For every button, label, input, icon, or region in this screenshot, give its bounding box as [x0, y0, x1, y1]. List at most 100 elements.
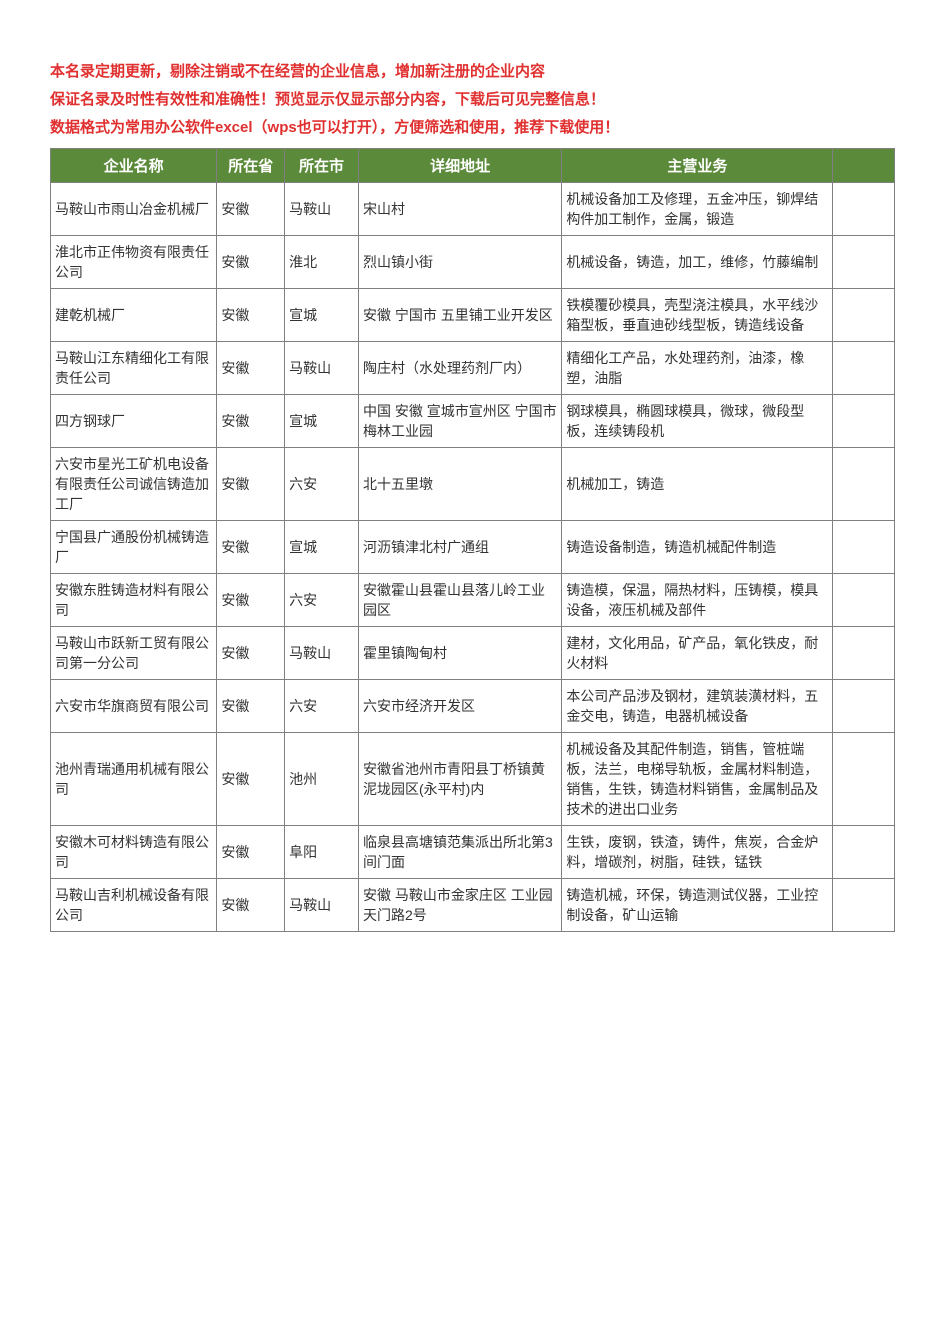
cell-last — [833, 236, 895, 289]
table-body: 马鞍山市雨山冶金机械厂 安徽 马鞍山 宋山村 机械设备加工及修理，五金冲压，铆焊… — [51, 183, 895, 932]
cell-name: 安徽木可材料铸造有限公司 — [51, 826, 217, 879]
cell-last — [833, 395, 895, 448]
cell-city: 六安 — [285, 448, 359, 521]
table-row: 四方钢球厂 安徽 宣城 中国 安徽 宣城市宣州区 宁国市梅林工业园 钢球模具，椭… — [51, 395, 895, 448]
table-row: 池州青瑞通用机械有限公司 安徽 池州 安徽省池州市青阳县丁桥镇黄泥垅园区(永平村… — [51, 733, 895, 826]
cell-name: 马鞍山市跃新工贸有限公司第一分公司 — [51, 627, 217, 680]
cell-province: 安徽 — [217, 733, 285, 826]
table-row: 安徽木可材料铸造有限公司 安徽 阜阳 临泉县高塘镇范集派出所北第3间门面 生铁，… — [51, 826, 895, 879]
cell-city: 阜阳 — [285, 826, 359, 879]
cell-address: 中国 安徽 宣城市宣州区 宁国市梅林工业园 — [359, 395, 562, 448]
cell-province: 安徽 — [217, 627, 285, 680]
table-header-row: 企业名称 所在省 所在市 详细地址 主营业务 — [51, 149, 895, 183]
cell-address: 霍里镇陶甸村 — [359, 627, 562, 680]
cell-address: 安徽霍山县霍山县落儿岭工业园区 — [359, 574, 562, 627]
cell-name: 四方钢球厂 — [51, 395, 217, 448]
cell-address: 六安市经济开发区 — [359, 680, 562, 733]
notice-line-3: 数据格式为常用办公软件excel（wps也可以打开），方便筛选和使用，推荐下载使… — [50, 116, 895, 140]
cell-business: 建材，文化用品，矿产品，氧化铁皮，耐火材料 — [562, 627, 833, 680]
cell-city: 宣城 — [285, 289, 359, 342]
cell-city: 马鞍山 — [285, 183, 359, 236]
table-row: 马鞍山市跃新工贸有限公司第一分公司 安徽 马鞍山 霍里镇陶甸村 建材，文化用品，… — [51, 627, 895, 680]
header-address: 详细地址 — [359, 149, 562, 183]
cell-name: 马鞍山江东精细化工有限责任公司 — [51, 342, 217, 395]
table-row: 淮北市正伟物资有限责任公司 安徽 淮北 烈山镇小街 机械设备，铸造，加工，维修，… — [51, 236, 895, 289]
cell-province: 安徽 — [217, 236, 285, 289]
cell-address: 安徽 宁国市 五里铺工业开发区 — [359, 289, 562, 342]
cell-last — [833, 826, 895, 879]
cell-city: 马鞍山 — [285, 342, 359, 395]
cell-business: 机械设备加工及修理，五金冲压，铆焊结构件加工制作，金属，锻造 — [562, 183, 833, 236]
table-row: 六安市华旗商贸有限公司 安徽 六安 六安市经济开发区 本公司产品涉及钢材，建筑装… — [51, 680, 895, 733]
table-row: 六安市星光工矿机电设备有限责任公司诚信铸造加工厂 安徽 六安 北十五里墩 机械加… — [51, 448, 895, 521]
cell-address: 宋山村 — [359, 183, 562, 236]
cell-address: 临泉县高塘镇范集派出所北第3间门面 — [359, 826, 562, 879]
cell-city: 池州 — [285, 733, 359, 826]
cell-address: 河沥镇津北村广通组 — [359, 521, 562, 574]
cell-address: 烈山镇小街 — [359, 236, 562, 289]
notice-section: 本名录定期更新，剔除注销或不在经营的企业信息，增加新注册的企业内容 保证名录及时… — [50, 60, 895, 140]
cell-last — [833, 289, 895, 342]
cell-province: 安徽 — [217, 879, 285, 932]
cell-address: 陶庄村（水处理药剂厂内） — [359, 342, 562, 395]
cell-business: 机械加工，铸造 — [562, 448, 833, 521]
company-table: 企业名称 所在省 所在市 详细地址 主营业务 马鞍山市雨山冶金机械厂 安徽 马鞍… — [50, 148, 895, 932]
cell-province: 安徽 — [217, 183, 285, 236]
cell-city: 宣城 — [285, 395, 359, 448]
cell-business: 铸造机械，环保，铸造测试仪器，工业控制设备，矿山运输 — [562, 879, 833, 932]
cell-name: 六安市星光工矿机电设备有限责任公司诚信铸造加工厂 — [51, 448, 217, 521]
table-row: 马鞍山市雨山冶金机械厂 安徽 马鞍山 宋山村 机械设备加工及修理，五金冲压，铆焊… — [51, 183, 895, 236]
header-last — [833, 149, 895, 183]
header-company-name: 企业名称 — [51, 149, 217, 183]
notice-line-1: 本名录定期更新，剔除注销或不在经营的企业信息，增加新注册的企业内容 — [50, 60, 895, 84]
cell-city: 六安 — [285, 680, 359, 733]
cell-business: 钢球模具，椭圆球模具，微球，微段型板，连续铸段机 — [562, 395, 833, 448]
cell-business: 本公司产品涉及钢材，建筑装潢材料，五金交电，铸造，电器机械设备 — [562, 680, 833, 733]
table-row: 宁国县广通股份机械铸造厂 安徽 宣城 河沥镇津北村广通组 铸造设备制造，铸造机械… — [51, 521, 895, 574]
cell-last — [833, 342, 895, 395]
table-row: 马鞍山吉利机械设备有限公司 安徽 马鞍山 安徽 马鞍山市金家庄区 工业园天门路2… — [51, 879, 895, 932]
cell-province: 安徽 — [217, 680, 285, 733]
cell-name: 马鞍山吉利机械设备有限公司 — [51, 879, 217, 932]
cell-name: 宁国县广通股份机械铸造厂 — [51, 521, 217, 574]
cell-name: 安徽东胜铸造材料有限公司 — [51, 574, 217, 627]
cell-business: 机械设备及其配件制造，销售，管桩端板，法兰，电梯导轨板，金属材料制造，销售，生铁… — [562, 733, 833, 826]
cell-address: 北十五里墩 — [359, 448, 562, 521]
header-city: 所在市 — [285, 149, 359, 183]
table-row: 马鞍山江东精细化工有限责任公司 安徽 马鞍山 陶庄村（水处理药剂厂内） 精细化工… — [51, 342, 895, 395]
cell-name: 六安市华旗商贸有限公司 — [51, 680, 217, 733]
cell-business: 机械设备，铸造，加工，维修，竹藤编制 — [562, 236, 833, 289]
cell-province: 安徽 — [217, 826, 285, 879]
cell-name: 马鞍山市雨山冶金机械厂 — [51, 183, 217, 236]
cell-last — [833, 879, 895, 932]
cell-city: 六安 — [285, 574, 359, 627]
cell-last — [833, 521, 895, 574]
cell-business: 铸造设备制造，铸造机械配件制造 — [562, 521, 833, 574]
cell-name: 建乾机械厂 — [51, 289, 217, 342]
cell-province: 安徽 — [217, 342, 285, 395]
cell-province: 安徽 — [217, 289, 285, 342]
header-province: 所在省 — [217, 149, 285, 183]
cell-business: 铁模覆砂模具，壳型浇注模具，水平线沙箱型板，垂直迪砂线型板，铸造线设备 — [562, 289, 833, 342]
cell-city: 马鞍山 — [285, 879, 359, 932]
cell-last — [833, 448, 895, 521]
cell-province: 安徽 — [217, 521, 285, 574]
table-row: 建乾机械厂 安徽 宣城 安徽 宁国市 五里铺工业开发区 铁模覆砂模具，壳型浇注模… — [51, 289, 895, 342]
cell-last — [833, 680, 895, 733]
cell-name: 池州青瑞通用机械有限公司 — [51, 733, 217, 826]
cell-province: 安徽 — [217, 574, 285, 627]
cell-address: 安徽 马鞍山市金家庄区 工业园天门路2号 — [359, 879, 562, 932]
cell-business: 生铁，废钢，铁渣，铸件，焦炭，合金炉料，增碳剂，树脂，硅铁，锰铁 — [562, 826, 833, 879]
cell-last — [833, 183, 895, 236]
cell-province: 安徽 — [217, 448, 285, 521]
cell-last — [833, 733, 895, 826]
cell-address: 安徽省池州市青阳县丁桥镇黄泥垅园区(永平村)内 — [359, 733, 562, 826]
table-row: 安徽东胜铸造材料有限公司 安徽 六安 安徽霍山县霍山县落儿岭工业园区 铸造模，保… — [51, 574, 895, 627]
notice-line-2: 保证名录及时性有效性和准确性！预览显示仅显示部分内容，下载后可见完整信息！ — [50, 88, 895, 112]
header-business: 主营业务 — [562, 149, 833, 183]
cell-last — [833, 574, 895, 627]
cell-business: 精细化工产品，水处理药剂，油漆，橡塑，油脂 — [562, 342, 833, 395]
cell-business: 铸造模，保温，隔热材料，压铸模，模具设备，液压机械及部件 — [562, 574, 833, 627]
cell-province: 安徽 — [217, 395, 285, 448]
cell-city: 马鞍山 — [285, 627, 359, 680]
